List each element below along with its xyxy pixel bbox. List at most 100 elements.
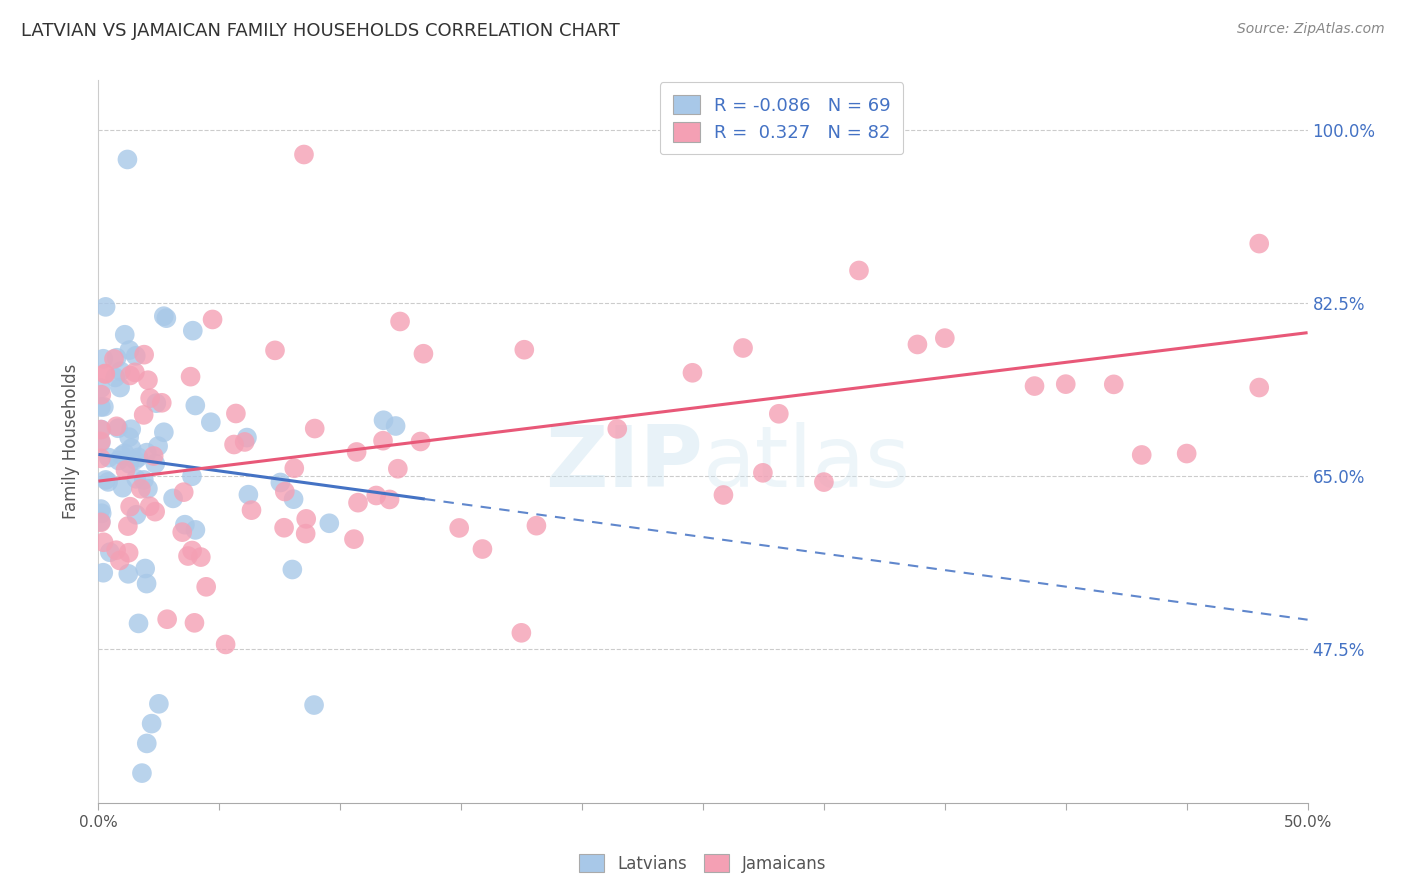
Point [283,461,305,475]
Point [318,516,340,531]
Point [124,453,146,467]
Point [269,475,291,490]
Point [848,263,870,277]
Point [238,488,260,502]
Point [295,512,318,526]
Point [510,625,533,640]
Point [153,425,176,440]
Point [131,766,153,780]
Point [139,391,162,405]
Point [302,698,325,712]
Point [120,500,142,514]
Point [731,341,754,355]
Point [125,472,148,486]
Point [513,343,536,357]
Point [304,421,326,435]
Point [384,419,406,434]
Point [90,516,112,530]
Point [347,496,370,510]
Point [127,450,149,465]
Point [366,488,388,502]
Point [281,562,304,576]
Point [346,445,368,459]
Point [90,515,112,529]
Point [125,508,148,522]
Point [94,300,117,314]
Point [91,351,114,366]
Point [136,482,159,496]
Point [98,545,121,559]
Point [114,463,136,477]
Point [1102,377,1125,392]
Text: ZIP: ZIP [546,422,703,505]
Point [264,343,287,358]
Point [117,546,139,560]
Point [104,370,127,384]
Point [236,431,259,445]
Point [138,499,160,513]
Point [181,543,204,558]
Point [274,484,297,499]
Point [118,343,141,357]
Point [114,327,136,342]
Point [105,419,128,434]
Point [1249,236,1271,251]
Point [1024,379,1046,393]
Point [471,542,494,557]
Point [180,369,202,384]
Point [225,407,247,421]
Point [813,475,835,489]
Point [135,736,157,750]
Point [378,492,401,507]
Point [141,716,163,731]
Point [181,324,204,338]
Point [387,461,409,475]
Point [121,441,143,455]
Point [90,388,112,402]
Point [118,430,141,444]
Point [201,312,224,326]
Point [389,314,412,328]
Point [143,457,166,471]
Point [132,473,155,487]
Point [124,365,146,379]
Text: LATVIAN VS JAMAICAN FAMILY HOUSEHOLDS CORRELATION CHART: LATVIAN VS JAMAICAN FAMILY HOUSEHOLDS CO… [21,22,620,40]
Point [1249,380,1271,394]
Point [934,331,956,345]
Point [111,481,134,495]
Point [273,521,295,535]
Point [111,449,134,463]
Point [90,423,112,437]
Point [145,396,167,410]
Point [93,400,115,414]
Point [125,349,148,363]
Point [132,408,155,422]
Point [97,475,120,489]
Point [142,449,165,463]
Point [107,421,129,435]
Point [200,415,222,429]
Point [94,367,117,381]
Point [136,373,159,387]
Point [90,435,112,450]
Point [90,423,112,437]
Point [90,451,112,466]
Point [173,485,195,500]
Point [97,450,120,465]
Point [162,491,184,506]
Point [135,445,157,459]
Point [181,469,204,483]
Point [90,400,112,414]
Point [94,367,117,381]
Point [153,309,176,323]
Point [294,526,316,541]
Point [233,434,256,449]
Point [120,422,142,436]
Point [120,368,142,383]
Point [156,612,179,626]
Point [105,351,128,365]
Point [91,566,114,580]
Point [1054,377,1077,392]
Legend: Latvians, Jamaicans: Latvians, Jamaicans [572,847,834,880]
Text: atlas: atlas [703,422,911,505]
